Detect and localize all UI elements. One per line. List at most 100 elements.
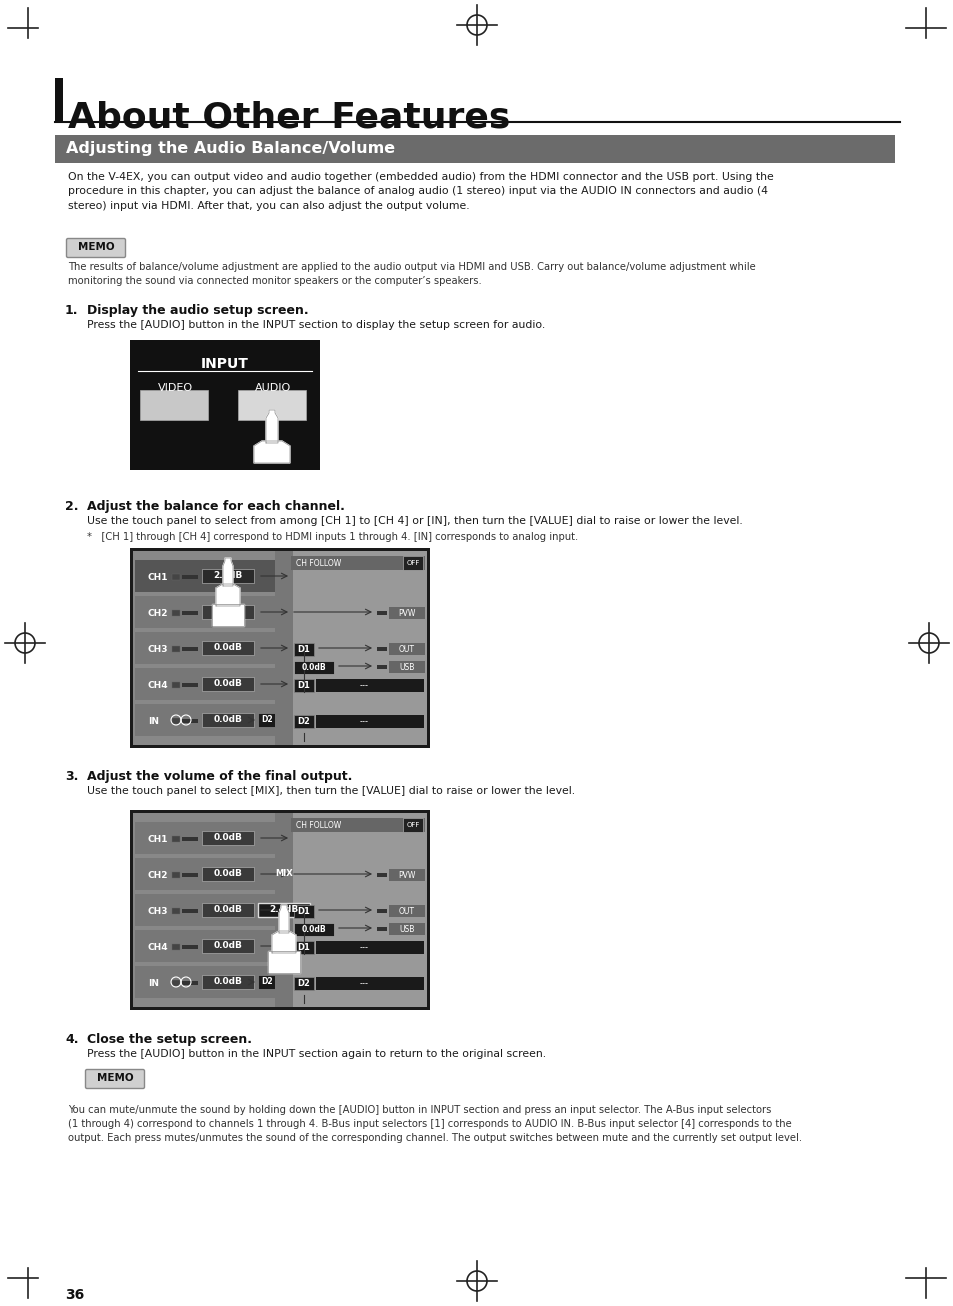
Bar — [135, 895, 284, 926]
Text: CH1: CH1 — [148, 835, 169, 844]
Bar — [132, 814, 286, 1007]
Text: ---: --- — [359, 717, 368, 726]
Bar — [135, 596, 284, 628]
Text: 1.: 1. — [65, 304, 78, 317]
Text: D2: D2 — [297, 717, 310, 726]
Text: 0.0dB: 0.0dB — [213, 870, 242, 879]
Text: D1: D1 — [297, 682, 310, 691]
Text: OUT: OUT — [398, 906, 415, 916]
Text: PVW: PVW — [398, 609, 416, 618]
Text: CH3: CH3 — [148, 906, 169, 916]
Text: The results of balance/volume adjustment are applied to the audio output via HDM: The results of balance/volume adjustment… — [68, 263, 755, 286]
Bar — [389, 868, 424, 882]
Bar — [130, 810, 430, 1010]
Text: About Other Features: About Other Features — [68, 101, 510, 135]
Text: 0.0dB: 0.0dB — [213, 833, 242, 842]
Text: CH FOLLOW: CH FOLLOW — [295, 820, 341, 829]
Text: Adjusting the Audio Balance/Volume: Adjusting the Audio Balance/Volume — [66, 141, 395, 157]
Bar — [130, 340, 319, 470]
Bar — [202, 677, 253, 691]
Text: Adjust the balance for each channel.: Adjust the balance for each channel. — [87, 500, 345, 513]
Polygon shape — [223, 558, 233, 586]
Bar — [172, 646, 180, 652]
Bar — [294, 643, 314, 656]
Bar — [182, 720, 198, 724]
Bar — [135, 560, 284, 592]
Bar — [135, 632, 284, 663]
Bar — [315, 942, 423, 953]
Bar — [389, 643, 424, 656]
Text: PVW: PVW — [398, 871, 416, 879]
Bar — [182, 946, 198, 949]
Bar — [294, 661, 334, 674]
Text: OFF: OFF — [406, 560, 419, 565]
Bar — [132, 551, 427, 744]
Bar — [55, 135, 894, 163]
Bar — [294, 977, 314, 990]
Text: D1: D1 — [297, 943, 310, 952]
Text: 0.0dB: 0.0dB — [213, 942, 242, 951]
Bar — [140, 390, 208, 421]
Polygon shape — [272, 931, 295, 953]
Bar — [257, 976, 275, 989]
Text: Press the [AUDIO] button in the INPUT section again to return to the original sc: Press the [AUDIO] button in the INPUT se… — [87, 1049, 545, 1059]
Text: 2.: 2. — [65, 500, 78, 513]
Bar — [172, 944, 180, 949]
Text: Press the [AUDIO] button in the INPUT section to display the setup screen for au: Press the [AUDIO] button in the INPUT se… — [87, 320, 545, 330]
Text: Use the touch panel to select [MIX], then turn the [VALUE] dial to raise or lowe: Use the touch panel to select [MIX], the… — [87, 786, 575, 795]
Bar — [182, 872, 198, 878]
Text: 0.0dB: 0.0dB — [301, 663, 326, 673]
FancyBboxPatch shape — [86, 1070, 144, 1088]
Bar — [172, 836, 180, 842]
Text: 36: 36 — [65, 1288, 84, 1302]
Bar — [132, 814, 427, 1007]
Bar — [402, 556, 422, 569]
Text: D1: D1 — [297, 645, 310, 654]
Bar — [172, 872, 180, 878]
Text: MEMO: MEMO — [96, 1074, 133, 1083]
Bar — [402, 818, 422, 832]
Text: IN: IN — [148, 717, 159, 726]
Text: D2: D2 — [261, 716, 273, 725]
Bar — [202, 902, 253, 917]
Bar — [202, 713, 253, 727]
Text: Display the audio setup screen.: Display the audio setup screen. — [87, 304, 309, 317]
Text: AUDIO: AUDIO — [254, 383, 291, 393]
Bar — [202, 976, 253, 989]
Bar — [135, 858, 284, 889]
Bar — [135, 966, 284, 998]
Bar — [376, 927, 387, 931]
Text: 0.0dB: 0.0dB — [301, 926, 326, 935]
Bar — [294, 905, 314, 918]
Polygon shape — [266, 410, 277, 443]
Text: D2: D2 — [261, 977, 273, 986]
Text: 0.0dB: 0.0dB — [213, 644, 242, 653]
Bar — [237, 390, 306, 421]
Text: CH4: CH4 — [148, 943, 169, 952]
Bar — [132, 551, 286, 744]
Text: OFF: OFF — [406, 821, 419, 828]
Text: 0.0dB: 0.0dB — [213, 716, 242, 725]
Bar — [291, 556, 424, 569]
Bar — [376, 872, 387, 878]
Bar — [135, 821, 284, 854]
Bar — [135, 704, 284, 737]
Polygon shape — [278, 905, 289, 932]
Text: MEMO: MEMO — [77, 242, 114, 252]
Text: 0.0dB: 0.0dB — [213, 905, 242, 914]
Bar — [315, 977, 423, 990]
Text: ---: --- — [359, 682, 368, 691]
Text: CH2: CH2 — [148, 609, 169, 618]
Text: ---: --- — [359, 943, 368, 952]
Bar — [130, 549, 430, 748]
Bar — [172, 980, 180, 986]
Text: 2.4dB: 2.4dB — [269, 905, 298, 914]
Bar — [182, 981, 198, 985]
Text: CH3: CH3 — [148, 644, 169, 653]
Bar — [132, 343, 317, 370]
Bar — [257, 902, 310, 917]
Bar — [389, 905, 424, 917]
Bar — [182, 837, 198, 841]
Bar — [294, 679, 314, 692]
Bar — [376, 665, 387, 669]
